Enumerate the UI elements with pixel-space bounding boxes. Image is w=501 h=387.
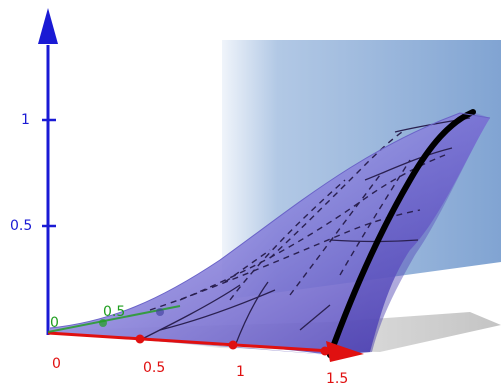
y-tick-label-0-5: 0.5: [103, 304, 125, 320]
x-tick-label-0: 0: [52, 356, 61, 372]
x-tick-label-0-5: 0.5: [143, 360, 165, 376]
x-tick-label-1-5: 1.5: [326, 371, 348, 387]
x-tick-label-1: 1: [236, 364, 245, 380]
z-tick-label-0-5: 0.5: [10, 218, 32, 234]
surface-top-outline: [49, 112, 491, 329]
z-tick-label-1: 1: [21, 112, 30, 128]
x-axis-arrow-icon: [326, 341, 364, 362]
y-axis[interactable]: [47, 305, 181, 333]
surface-front[interactable]: [50, 112, 490, 355]
x-axis[interactable]: [47, 331, 364, 362]
y-tick-label-0: 0: [50, 315, 59, 331]
z-axis[interactable]: [38, 8, 58, 335]
z-axis-arrow-icon: [38, 8, 58, 44]
edge-curve[interactable]: [327, 109, 476, 358]
